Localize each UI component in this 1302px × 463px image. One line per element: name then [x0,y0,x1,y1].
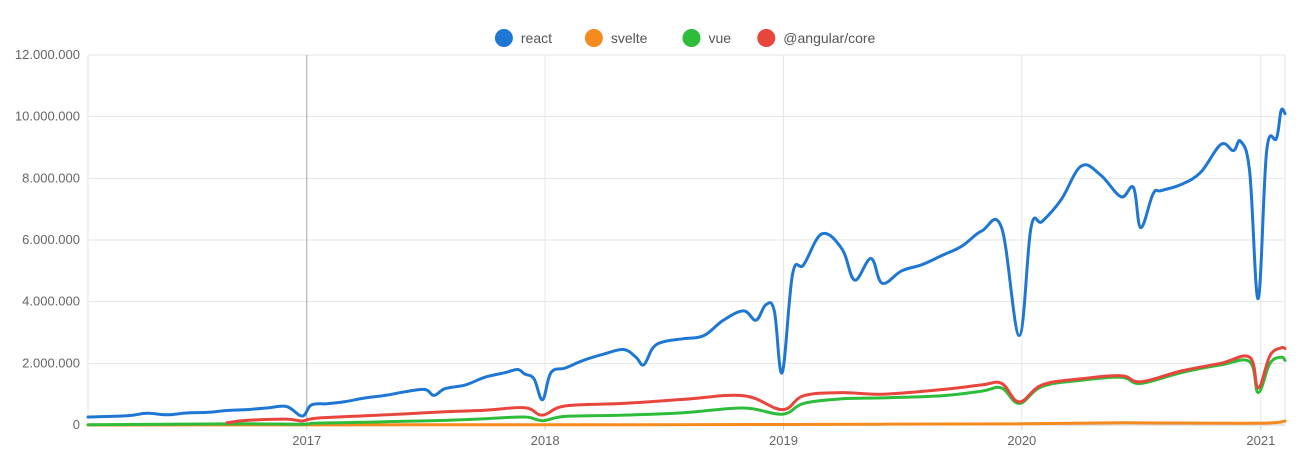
legend: react svelte vue @angular/core [494,29,876,47]
x-tick-label: 2017 [292,433,321,448]
legend-item-angular-core: @angular/core [757,29,876,47]
series-line-angular-core [225,345,1287,425]
legend-label: vue [709,30,732,46]
y-tick-label: 2.000.000 [22,355,80,370]
x-tick-label: 2018 [531,433,560,448]
legend-item-svelte: svelte [584,29,648,47]
legend-item-vue: vue [682,29,732,47]
series-line-svelte [86,419,1287,427]
y-tick-label: 4.000.000 [22,294,80,309]
series-lines [86,107,1287,427]
legend-label: react [521,30,552,46]
legend-swatch [494,29,513,47]
x-tick-label: 2019 [769,433,798,448]
y-axis-ticks: 0 2.000.000 4.000.000 6.000.000 8.000.000 10.… [15,47,80,432]
x-tick-label: 2021 [1246,433,1275,448]
y-tick-label: 8.000.000 [22,170,80,185]
legend-label: svelte [611,30,648,46]
x-axis-ticks: 2017 2018 2019 2020 2021 [292,425,1275,448]
grid-lines [87,54,1286,426]
x-tick-label: 2020 [1007,433,1036,448]
series-line-vue [86,355,1287,427]
legend-label: @angular/core [783,30,875,46]
legend-item-react: react [494,29,552,47]
series-line-react [86,107,1287,419]
y-tick-label: 0 [73,417,80,432]
legend-swatch [682,29,701,47]
legend-swatch [584,29,603,47]
y-tick-label: 6.000.000 [22,232,80,247]
y-tick-label: 12.000.000 [15,47,80,62]
legend-swatch [757,29,776,47]
y-tick-label: 10.000.000 [15,109,80,124]
